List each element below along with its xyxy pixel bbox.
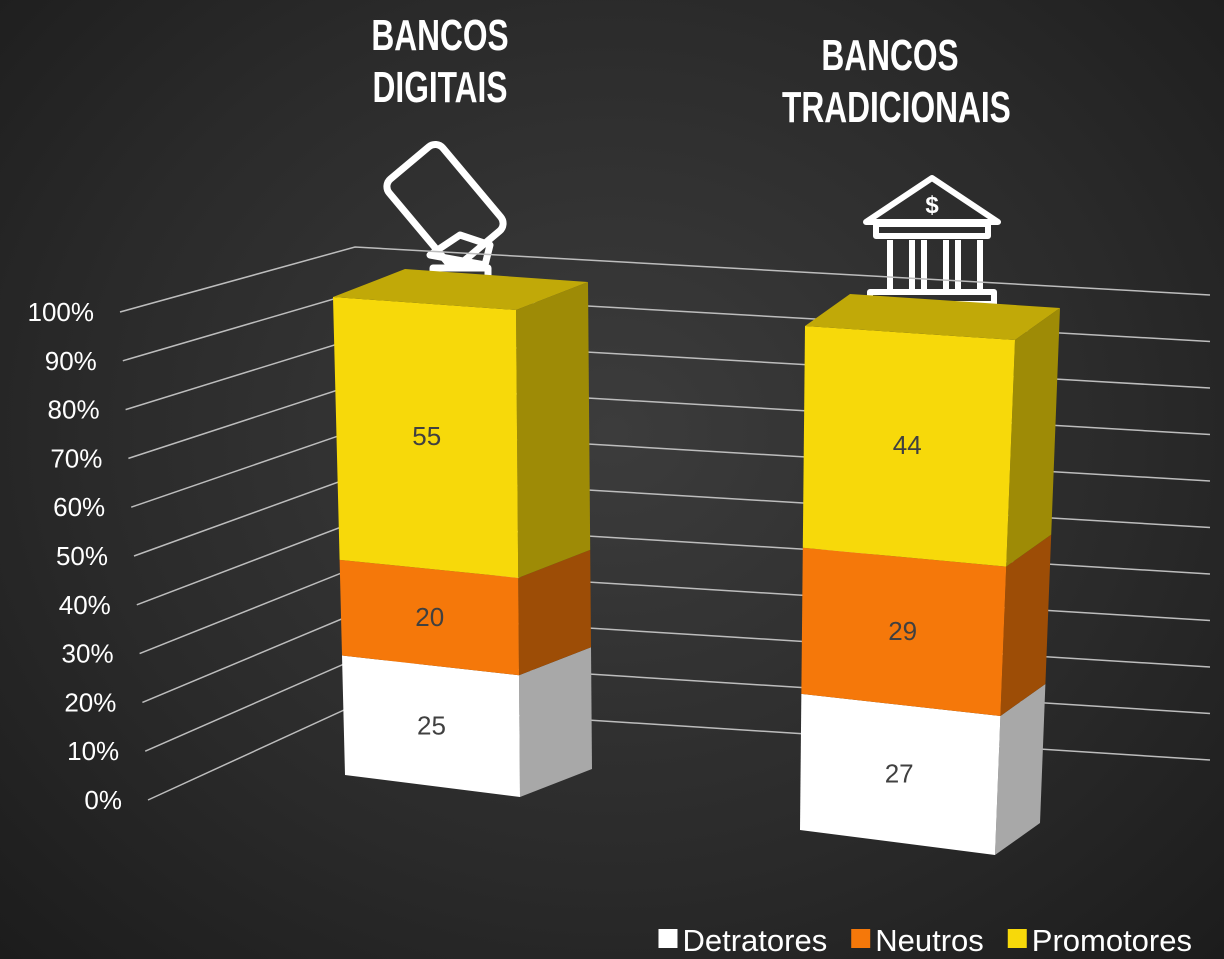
bar-segment — [333, 297, 519, 578]
legend-label: Detratores — [682, 923, 827, 958]
bar-top — [333, 269, 588, 310]
y-tick-label: 20% — [64, 687, 116, 717]
grid-line — [119, 246, 1211, 313]
grid-line — [147, 704, 1211, 801]
y-tick-label: 50% — [56, 541, 108, 571]
bar-side — [516, 282, 591, 578]
grid-line — [142, 612, 1211, 704]
data-label: 20 — [415, 602, 444, 632]
data-label: 29 — [888, 616, 917, 646]
bar-side — [519, 647, 592, 797]
data-label: 44 — [893, 430, 922, 460]
y-tick-label: 60% — [53, 492, 105, 522]
data-label: 55 — [412, 421, 441, 451]
bar-segment — [800, 693, 1001, 855]
bar-side — [995, 683, 1046, 855]
bar-side — [518, 549, 591, 676]
bar-side — [1006, 308, 1060, 567]
y-tick-label: 0% — [84, 785, 122, 815]
legend-swatch — [851, 929, 871, 948]
y-tick-label: 90% — [45, 346, 97, 376]
legend-label: Promotores — [1032, 923, 1192, 958]
y-tick-label: 80% — [48, 395, 100, 425]
y-tick-label: 10% — [67, 736, 119, 766]
bar-segment — [342, 655, 520, 797]
bar-segment — [801, 547, 1007, 716]
grid-line — [144, 658, 1211, 752]
bar-segment — [339, 559, 519, 676]
y-tick-label: 70% — [50, 443, 102, 473]
category-label: BANCOS TRADICIONAIS — [782, 31, 1011, 132]
data-label: 25 — [417, 711, 446, 741]
y-tick-label: 40% — [59, 590, 111, 620]
legend-swatch — [1007, 929, 1027, 948]
legend-swatch — [658, 929, 678, 948]
svg-text:$: $ — [925, 192, 939, 219]
y-tick-label: 30% — [62, 639, 114, 669]
grid-line — [139, 566, 1211, 655]
bar-segment — [802, 326, 1015, 567]
legend-label: Neutros — [875, 923, 984, 958]
y-tick-label: 100% — [28, 297, 95, 327]
bar-side — [1000, 534, 1052, 716]
category-label: BANCOS DIGITAIS — [371, 11, 509, 112]
bar-top — [805, 294, 1060, 340]
data-label: 27 — [885, 759, 914, 789]
bank-icon: $ — [863, 175, 1001, 307]
